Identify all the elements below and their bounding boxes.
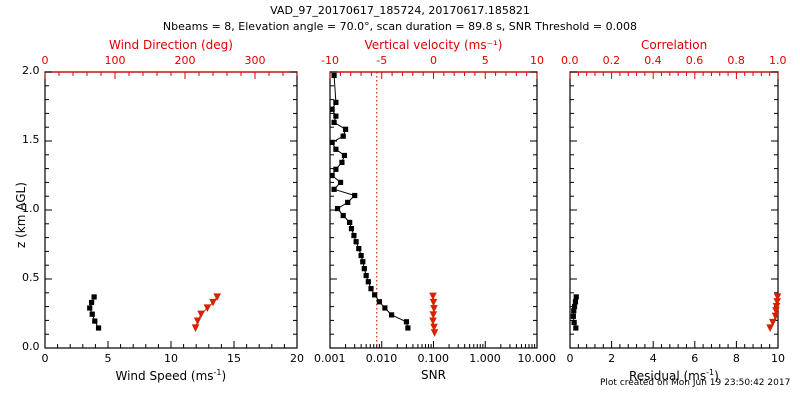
plot-title: VAD_97_20170617_185724, 20170617.185821 [270, 4, 530, 17]
y-tick-label: 2.0 [22, 64, 40, 77]
series-wind-speed [87, 294, 102, 331]
panel-3-bottom-axis-label: Residual (ms-1) [629, 368, 719, 383]
panel-1-bottom-axis-label: Wind Speed (ms-1) [115, 368, 227, 383]
y-tick-label: 1.5 [22, 133, 40, 146]
y-tick-label: 0.0 [22, 340, 40, 353]
panel-2-bottom-axis-label: SNR [421, 368, 446, 382]
y-tick-label: 0.5 [22, 271, 40, 284]
panel-3-top-axis-label: Correlation [641, 38, 708, 52]
plot-timestamp: Plot created on Mon Jun 19 23:50:42 2017 [600, 378, 791, 388]
series-wind-direction [191, 293, 221, 332]
panel-wind [0, 0, 310, 400]
series-vertical-velocity [429, 292, 439, 337]
y-tick-label: 1.0 [22, 202, 40, 215]
plot-subtitle: Nbeams = 8, Elevation angle = 70.0°, sca… [162, 20, 638, 33]
series-correlation [766, 293, 782, 332]
panel-2-top-axis-label: Vertical velocity (ms⁻¹) [364, 38, 503, 52]
panel-1-top-axis-label: Wind Direction (deg) [109, 38, 233, 52]
series-snr [329, 72, 411, 331]
series-residual [570, 294, 579, 331]
